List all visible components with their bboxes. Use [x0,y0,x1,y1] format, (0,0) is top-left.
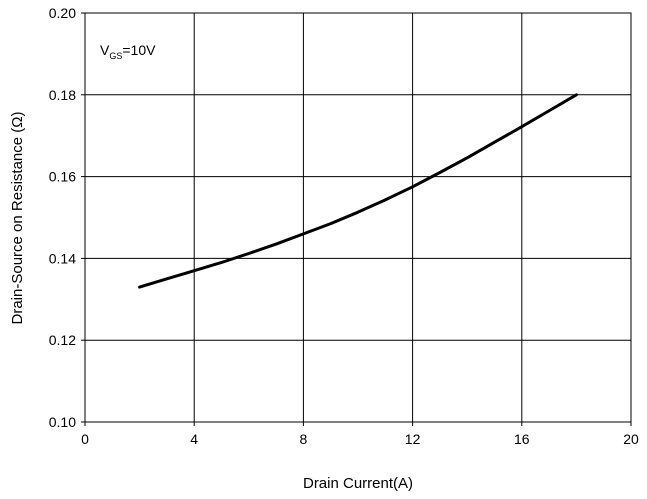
y-axis-ticks: 0.10 0.12 0.14 0.16 0.18 0.20 [49,5,85,430]
y-axis-label: Drain-Source on Resistance (Ω) [9,112,26,325]
vgs-annotation-main: V [100,42,110,58]
vgs-annotation-subscript: GS [109,51,122,61]
y-tick-label: 0.10 [49,414,76,430]
y-tick-label: 0.14 [49,250,76,266]
vgs-annotation-suffix: =10V [122,42,156,58]
series-line [138,93,578,289]
vgs-annotation: VGS=10V [100,42,156,61]
x-tick-label: 16 [514,431,530,447]
plot-frame [84,12,632,423]
x-tick-label: 0 [81,431,89,447]
x-axis-label: Drain Current(A) [303,475,413,492]
x-tick-label: 4 [190,431,198,447]
y-tick-label: 0.20 [49,5,76,21]
x-tick-label: 20 [623,431,639,447]
grid-lines [85,13,631,422]
x-tick-label: 8 [300,431,308,447]
x-tick-label: 12 [405,431,421,447]
y-tick-label: 0.18 [49,87,76,103]
y-tick-label: 0.16 [49,169,76,185]
y-tick-label: 0.12 [49,332,76,348]
x-axis-ticks: 0 4 8 12 16 20 [81,422,639,447]
series-layer [138,93,578,289]
